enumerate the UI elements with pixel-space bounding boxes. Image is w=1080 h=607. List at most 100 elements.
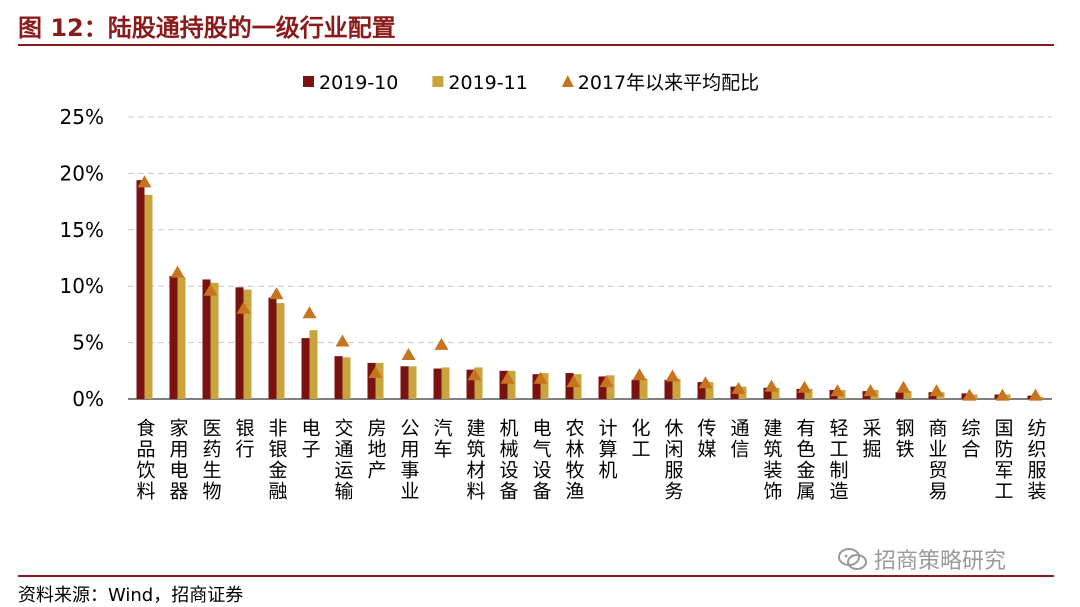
x-tick-label: 计算机 [596,418,618,481]
x-axis-labels: 食品饮料 家用电器 医药生物 银行 非银金融 电子 交通运输 房地产 公用事业 汽车 建筑材料 机械设… [134,418,1047,502]
x-tick-label: 有色金属 [794,418,816,502]
bar-series2 [309,330,318,399]
marker-average [896,380,911,393]
bar-series1 [136,180,145,399]
bar-series1 [631,379,640,399]
marker-average [533,371,548,384]
bar-series2 [705,382,714,399]
x-tick-label: 医药生物 [200,418,222,502]
legend-label: 2019-10 [319,72,398,94]
x-tick-label: 汽车 [431,418,453,460]
x-tick-label: 农林牧渔 [563,418,585,502]
x-tick-label: 房地产 [365,418,387,481]
legend: 2019-10 2019-11 2017年以来平均配比 [303,72,759,94]
marker-average [764,379,779,392]
bar-series1 [664,379,673,399]
figure-title: 图 12：陆股通持股的一级行业配置 [18,14,396,42]
bar-series1 [466,369,475,399]
bar-series1 [301,338,310,399]
footer-divider [18,575,1054,577]
bar-series2 [804,388,813,399]
bar-series1 [532,374,541,399]
legend-swatch [303,76,314,87]
bar-chart: 0% 5% 10% 15% 20% 25% 食品饮料 家用电器 医药生物 银行 非银金融 电子 交通运… [60,72,1052,502]
marker-average [302,306,317,319]
marker-average [1028,388,1043,401]
y-tick-label: 5% [72,331,104,355]
y-tick-label: 15% [60,218,104,242]
title-divider [18,44,1054,46]
watermark: 招商策略研究 [838,543,1006,575]
x-tick-label: 休闲服务 [662,418,684,502]
marker-average [731,381,746,394]
bar-series2 [474,367,483,399]
marker-average [467,368,482,381]
x-tick-label: 非银金融 [266,418,288,502]
x-tick-label: 电子 [299,418,321,460]
x-tick-label: 轻工制造 [827,418,849,502]
marker-average [434,337,449,350]
bar-series1 [334,356,343,399]
bar-series1 [202,279,211,399]
bar-series2 [507,370,516,399]
y-tick-label: 25% [60,105,104,129]
bar-series1 [433,368,442,399]
marker-average [170,265,185,278]
bar-series2 [408,366,417,399]
x-tick-label: 通信 [728,418,750,460]
marker-average [995,388,1010,401]
y-tick-label: 0% [72,387,104,411]
x-tick-label: 家用电器 [167,418,189,502]
grid-lines [128,116,1052,400]
bar-series1 [268,297,277,399]
marker-average [236,301,251,314]
legend-swatch [561,75,574,87]
marker-average [797,380,812,393]
bar-series1 [598,376,607,399]
x-tick-label: 综合 [959,418,981,460]
x-tick-label: 电气设备 [530,418,552,502]
x-tick-label: 建筑材料 [464,418,486,502]
x-tick-label: 传媒 [695,418,717,460]
marker-average [500,371,515,384]
marker-average [830,384,845,397]
legend-label: 2019-11 [448,72,527,94]
x-tick-label: 纺织服装 [1025,418,1047,502]
bar-series2 [672,378,681,399]
bar-series2 [441,367,450,399]
marker-average [203,283,218,296]
x-tick-label: 食品饮料 [134,418,156,502]
bar-series2 [243,289,252,399]
bar-series2 [210,282,219,399]
marker-average [863,384,878,397]
bar-series1 [235,287,244,399]
marker-average [137,175,152,188]
marker-average [269,287,284,300]
legend-label: 2017年以来平均配比 [578,72,759,94]
source-note: 资料来源：Wind，招商证券 [18,585,244,606]
x-tick-label: 化工 [629,418,651,460]
marker-average [929,384,944,397]
bar-series2 [903,391,912,399]
x-tick-label: 机械设备 [497,418,519,502]
bar-series2 [342,357,351,399]
x-tick-label: 国防军工 [992,418,1014,502]
bar-series1 [499,370,508,399]
x-tick-label: 银行 [233,418,255,460]
bar-series2 [606,375,615,399]
watermark-text: 招商策略研究 [874,549,1007,574]
bar-series1 [367,362,376,399]
bar-series2 [375,362,384,399]
bar-series1 [400,366,409,399]
x-tick-label: 钢铁 [893,418,915,460]
marker-average [665,369,680,382]
bar-series2 [771,387,780,399]
marker-average [599,375,614,388]
bar-series2 [177,277,186,399]
markers [137,175,1043,401]
x-tick-label: 采掘 [860,418,882,460]
marker-average [962,388,977,401]
bar-series2 [540,373,549,399]
y-tick-label: 10% [60,274,104,298]
marker-average [401,348,416,361]
